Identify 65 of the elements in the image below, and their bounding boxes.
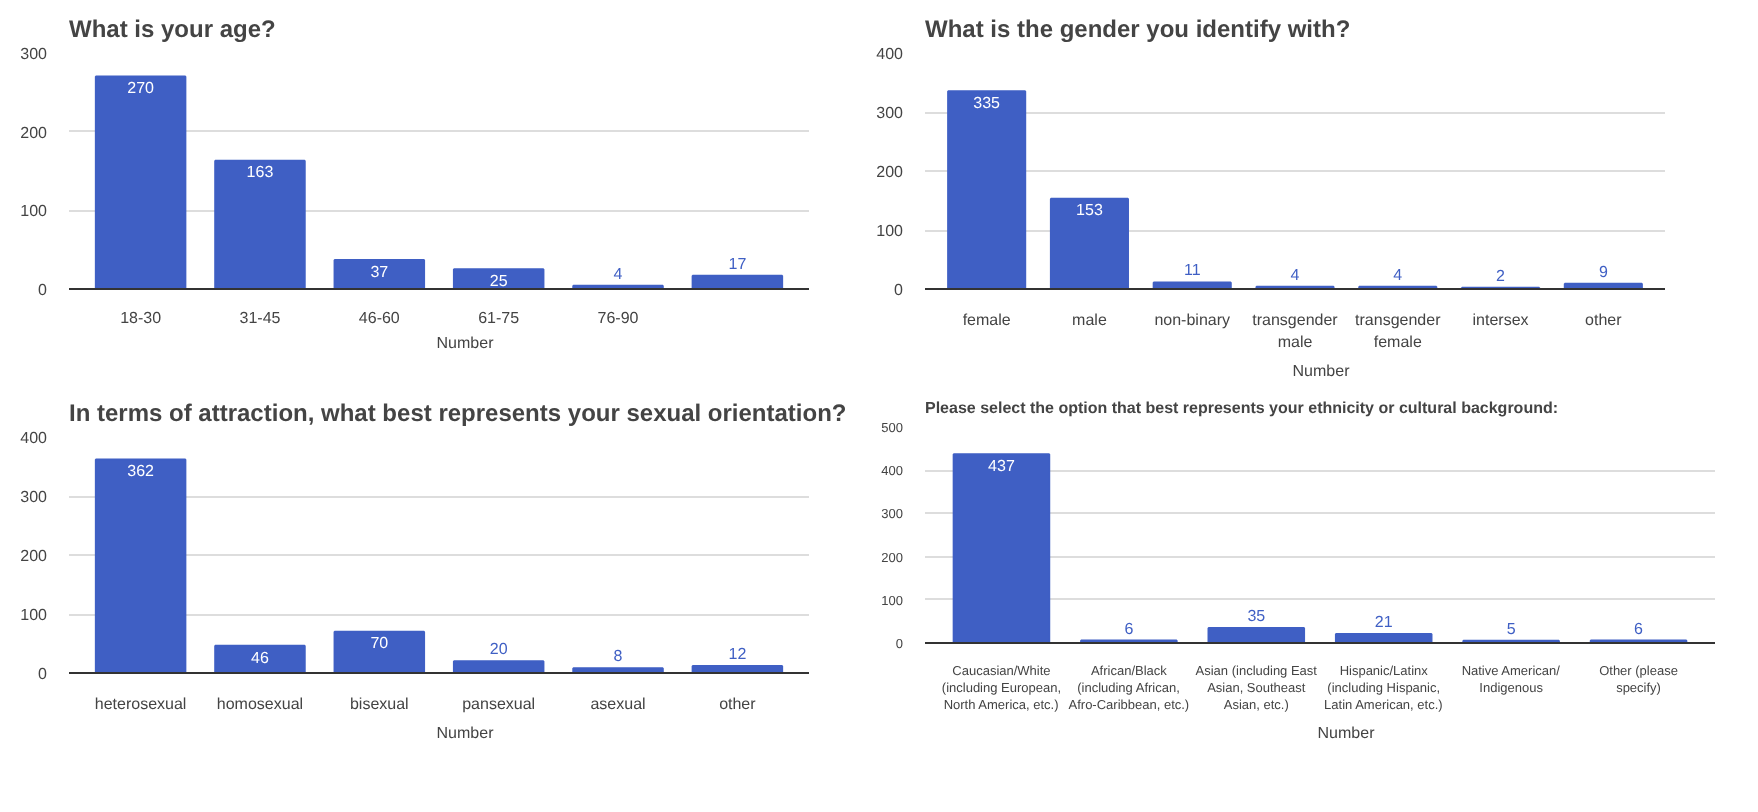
y-tick-label: 400 bbox=[876, 45, 905, 63]
data-label: 362 bbox=[127, 462, 156, 481]
chart-title: Please select the option that best represents your ethnicity or cultural background: bbox=[925, 399, 1559, 417]
x-tick-label: other bbox=[719, 695, 757, 713]
x-tick-label: 31-45 bbox=[239, 309, 282, 327]
x-tick-label: female bbox=[962, 311, 1012, 329]
y-tick-label: 0 bbox=[38, 281, 49, 299]
data-label: 21 bbox=[1374, 613, 1394, 632]
y-tick-label: 0 bbox=[894, 281, 905, 299]
data-label: 20 bbox=[489, 640, 509, 659]
y-tick-label: 100 bbox=[876, 222, 905, 240]
y-tick-label: 300 bbox=[20, 45, 49, 63]
x-tick-label: 46-60 bbox=[358, 309, 401, 327]
y-tick-label: 200 bbox=[20, 123, 49, 142]
data-label: 8 bbox=[613, 647, 624, 666]
x-tick-label: transgender male bbox=[1252, 311, 1339, 351]
x-tick-label: 76-90 bbox=[597, 309, 640, 327]
x-tick-label: transgender female bbox=[1355, 311, 1442, 351]
y-tick-label: 400 bbox=[20, 429, 49, 447]
x-tick-label: other bbox=[1585, 311, 1623, 329]
x-tick-label: bisexual bbox=[349, 695, 410, 713]
y-tick-label: 100 bbox=[20, 606, 49, 624]
data-label: 5 bbox=[1506, 620, 1517, 639]
text: Number bbox=[1317, 722, 1375, 742]
x-tick-label: asexual bbox=[590, 695, 647, 713]
data-label: 4 bbox=[1393, 265, 1404, 284]
data-label: 9 bbox=[1598, 262, 1609, 281]
data-label: 70 bbox=[370, 634, 390, 653]
chart-title: In terms of attraction, what best represents your sexual orientation? bbox=[69, 399, 847, 427]
x-tick-label: 61-75 bbox=[478, 309, 521, 327]
x-tick-label: homosexual bbox=[216, 695, 304, 713]
x-tick-label: male bbox=[1072, 311, 1108, 329]
chart-title: What is the gender you identify with? bbox=[925, 15, 1351, 43]
x-tick-label: 18-30 bbox=[120, 309, 163, 327]
y-tick-label: 200 bbox=[876, 163, 905, 181]
x-tick-label: heterosexual bbox=[94, 695, 187, 713]
data-label: 153 bbox=[1076, 201, 1104, 220]
data-label: 335 bbox=[973, 94, 1002, 113]
text: Number bbox=[436, 332, 494, 352]
data-label: 4 bbox=[1290, 265, 1301, 284]
y-tick-label: 100 bbox=[20, 202, 49, 221]
data-label: 11 bbox=[1183, 261, 1202, 280]
y-tick-label: 200 bbox=[20, 547, 49, 565]
data-label: 270 bbox=[127, 79, 156, 98]
y-tick-label: 300 bbox=[876, 104, 905, 122]
y-tick-label: 300 bbox=[20, 488, 49, 506]
data-label: 6 bbox=[1124, 619, 1135, 638]
data-label: 46 bbox=[251, 648, 270, 667]
data-label: 12 bbox=[728, 644, 748, 663]
x-tick-label: non-binary bbox=[1154, 311, 1231, 329]
data-label: 35 bbox=[1247, 607, 1267, 626]
x-tick-label: intersex bbox=[1472, 311, 1529, 329]
chart-title: What is your age? bbox=[69, 15, 276, 43]
data-label: 2 bbox=[1496, 266, 1507, 285]
y-tick-label: 0 bbox=[38, 665, 49, 683]
data-label: 17 bbox=[728, 254, 748, 273]
data-label: 25 bbox=[489, 272, 509, 291]
text: Number bbox=[436, 722, 494, 742]
data-label: 6 bbox=[1634, 619, 1645, 638]
data-label: 4 bbox=[613, 264, 624, 283]
data-label: 437 bbox=[988, 456, 1016, 475]
text: Number bbox=[1292, 360, 1350, 380]
data-label: 163 bbox=[246, 163, 275, 182]
x-tick-label: pansexual bbox=[462, 695, 536, 713]
data-label: 37 bbox=[370, 262, 390, 281]
